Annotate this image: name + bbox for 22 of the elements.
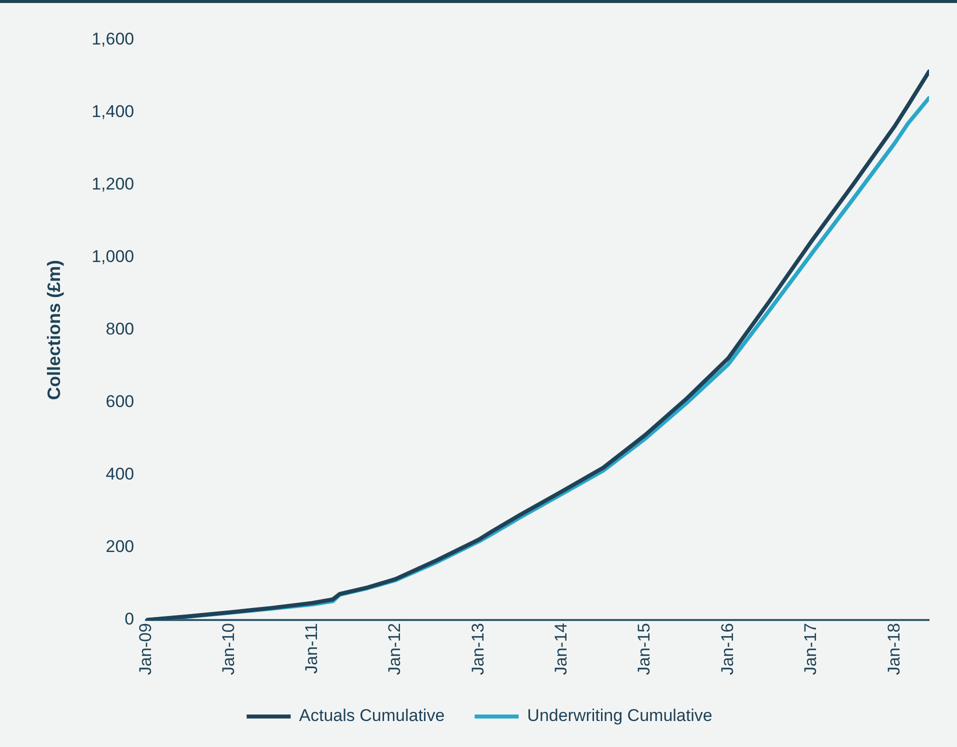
x-tick-label: Jan-14 <box>552 623 571 676</box>
x-tick-label: Jan-13 <box>468 623 488 676</box>
y-tick-label: 1,400 <box>92 102 134 122</box>
x-tick-label: Jan-16 <box>718 623 737 676</box>
x-tick-label: Jan-12 <box>385 623 404 676</box>
x-tick-label: Jan-15 <box>634 623 654 676</box>
x-tick-label: Jan-10 <box>218 623 238 676</box>
y-tick-label: 600 <box>106 392 134 412</box>
legend-label: Actuals Cumulative <box>299 706 445 726</box>
y-tick-label: 800 <box>106 320 134 339</box>
x-tick-label: Jan-09 <box>136 623 155 676</box>
legend-label: Underwriting Cumulative <box>527 706 712 726</box>
y-tick-label: 0 <box>124 610 134 629</box>
x-tick-label: Jan-18 <box>884 623 904 676</box>
x-tick-label: Jan-11 <box>302 623 322 674</box>
y-axis-title: Collections (£m) <box>44 260 64 400</box>
y-tick-label: 1,600 <box>92 30 134 49</box>
y-tick-label: 400 <box>106 464 134 484</box>
x-tick-label: Jan-17 <box>801 623 820 676</box>
y-tick-label: 1,000 <box>92 247 134 266</box>
y-tick-label: 200 <box>106 537 134 556</box>
y-tick-label: 1,200 <box>92 174 134 194</box>
